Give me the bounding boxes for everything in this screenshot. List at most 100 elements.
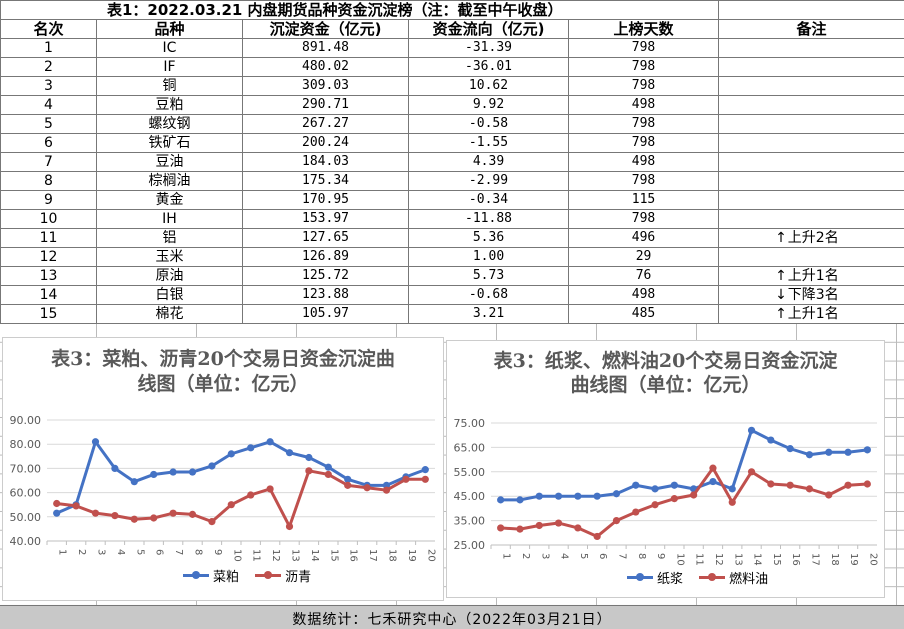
days-cell[interactable]: 798 — [569, 77, 719, 96]
data-point — [228, 450, 235, 457]
fund-cell[interactable]: 105.97 — [243, 305, 409, 324]
flow-cell[interactable]: 4.39 — [409, 153, 569, 172]
note-text: 下降3名 — [788, 287, 839, 303]
days-cell[interactable]: 485 — [569, 305, 719, 324]
note-cell[interactable] — [719, 248, 904, 267]
fund-cell[interactable]: 170.95 — [243, 191, 409, 210]
fund-cell[interactable]: 175.34 — [243, 172, 409, 191]
rank-cell[interactable]: 7 — [1, 153, 97, 172]
flow-cell[interactable]: -1.55 — [409, 134, 569, 153]
fund-cell[interactable]: 200.24 — [243, 134, 409, 153]
name-cell[interactable]: 棕榈油 — [97, 172, 243, 191]
fund-cell[interactable]: 309.03 — [243, 77, 409, 96]
note-cell[interactable] — [719, 210, 904, 229]
y-tick-label: 45.00 — [454, 490, 486, 503]
fund-cell[interactable]: 127.65 — [243, 229, 409, 248]
name-cell[interactable]: IH — [97, 210, 243, 229]
note-cell[interactable] — [719, 115, 904, 134]
table-title-blank-cell[interactable] — [719, 1, 904, 20]
name-cell[interactable]: 原油 — [97, 267, 243, 286]
days-cell[interactable]: 498 — [569, 286, 719, 305]
days-cell[interactable]: 76 — [569, 267, 719, 286]
days-cell[interactable]: 498 — [569, 153, 719, 172]
note-cell[interactable] — [719, 172, 904, 191]
rank-cell[interactable]: 2 — [1, 58, 97, 77]
days-cell[interactable]: 29 — [569, 248, 719, 267]
note-cell[interactable] — [719, 58, 904, 77]
rank-cell[interactable]: 8 — [1, 172, 97, 191]
note-cell[interactable] — [719, 153, 904, 172]
rank-cell[interactable]: 5 — [1, 115, 97, 134]
fund-cell[interactable]: 153.97 — [243, 210, 409, 229]
x-tick-label: 4 — [559, 553, 570, 559]
days-cell[interactable]: 798 — [569, 172, 719, 191]
fund-cell[interactable]: 267.27 — [243, 115, 409, 134]
rank-cell[interactable]: 9 — [1, 191, 97, 210]
name-cell[interactable]: 黄金 — [97, 191, 243, 210]
fund-cell[interactable]: 125.72 — [243, 267, 409, 286]
note-cell[interactable]: ↑上升1名 — [719, 305, 904, 324]
note-cell[interactable]: ↑上升2名 — [719, 229, 904, 248]
flow-cell[interactable]: 1.00 — [409, 248, 569, 267]
fund-cell[interactable]: 290.71 — [243, 96, 409, 115]
note-cell[interactable]: ↓下降3名 — [719, 286, 904, 305]
flow-cell[interactable]: -0.34 — [409, 191, 569, 210]
rank-cell[interactable]: 4 — [1, 96, 97, 115]
flow-cell[interactable]: 10.62 — [409, 77, 569, 96]
rank-cell[interactable]: 13 — [1, 267, 97, 286]
name-cell[interactable]: 豆粕 — [97, 96, 243, 115]
rank-cell[interactable]: 6 — [1, 134, 97, 153]
rank-cell[interactable]: 1 — [1, 39, 97, 58]
rank-cell[interactable]: 12 — [1, 248, 97, 267]
name-cell[interactable]: 铜 — [97, 77, 243, 96]
name-cell[interactable]: 铁矿石 — [97, 134, 243, 153]
name-cell[interactable]: 白银 — [97, 286, 243, 305]
flow-cell[interactable]: -31.39 — [409, 39, 569, 58]
days-cell[interactable]: 798 — [569, 134, 719, 153]
fund-cell[interactable]: 184.03 — [243, 153, 409, 172]
fund-cell[interactable]: 126.89 — [243, 248, 409, 267]
flow-cell[interactable]: 5.36 — [409, 229, 569, 248]
note-cell[interactable]: ↑上升1名 — [719, 267, 904, 286]
note-cell[interactable] — [719, 39, 904, 58]
days-cell[interactable]: 498 — [569, 96, 719, 115]
name-cell[interactable]: 棉花 — [97, 305, 243, 324]
x-tick-label: 5 — [134, 549, 145, 555]
days-cell[interactable]: 798 — [569, 39, 719, 58]
flow-cell[interactable]: -11.88 — [409, 210, 569, 229]
name-cell[interactable]: 玉米 — [97, 248, 243, 267]
days-cell[interactable]: 115 — [569, 191, 719, 210]
flow-cell[interactable]: -0.58 — [409, 115, 569, 134]
rank-cell[interactable]: 14 — [1, 286, 97, 305]
flow-cell[interactable]: -36.01 — [409, 58, 569, 77]
note-cell[interactable] — [719, 134, 904, 153]
flow-cell[interactable]: 3.21 — [409, 305, 569, 324]
fund-cell[interactable]: 480.02 — [243, 58, 409, 77]
rank-cell[interactable]: 10 — [1, 210, 97, 229]
days-cell[interactable]: 798 — [569, 58, 719, 77]
name-cell[interactable]: 豆油 — [97, 153, 243, 172]
flow-cell[interactable]: 9.92 — [409, 96, 569, 115]
days-cell[interactable]: 798 — [569, 210, 719, 229]
flow-cell[interactable]: -0.68 — [409, 286, 569, 305]
name-cell[interactable]: 铝 — [97, 229, 243, 248]
fund-cell[interactable]: 123.88 — [243, 286, 409, 305]
days-cell[interactable]: 496 — [569, 229, 719, 248]
fund-cell[interactable]: 891.48 — [243, 39, 409, 58]
flow-cell[interactable]: -2.99 — [409, 172, 569, 191]
rank-cell[interactable]: 3 — [1, 77, 97, 96]
name-cell[interactable]: IF — [97, 58, 243, 77]
note-cell[interactable] — [719, 191, 904, 210]
note-cell[interactable] — [719, 96, 904, 115]
name-cell[interactable]: 螺纹钢 — [97, 115, 243, 134]
days-cell[interactable]: 798 — [569, 115, 719, 134]
note-cell[interactable] — [719, 77, 904, 96]
name-cell[interactable]: IC — [97, 39, 243, 58]
rank-cell[interactable]: 15 — [1, 305, 97, 324]
flow-cell[interactable]: 5.73 — [409, 267, 569, 286]
rank-cell[interactable]: 11 — [1, 229, 97, 248]
